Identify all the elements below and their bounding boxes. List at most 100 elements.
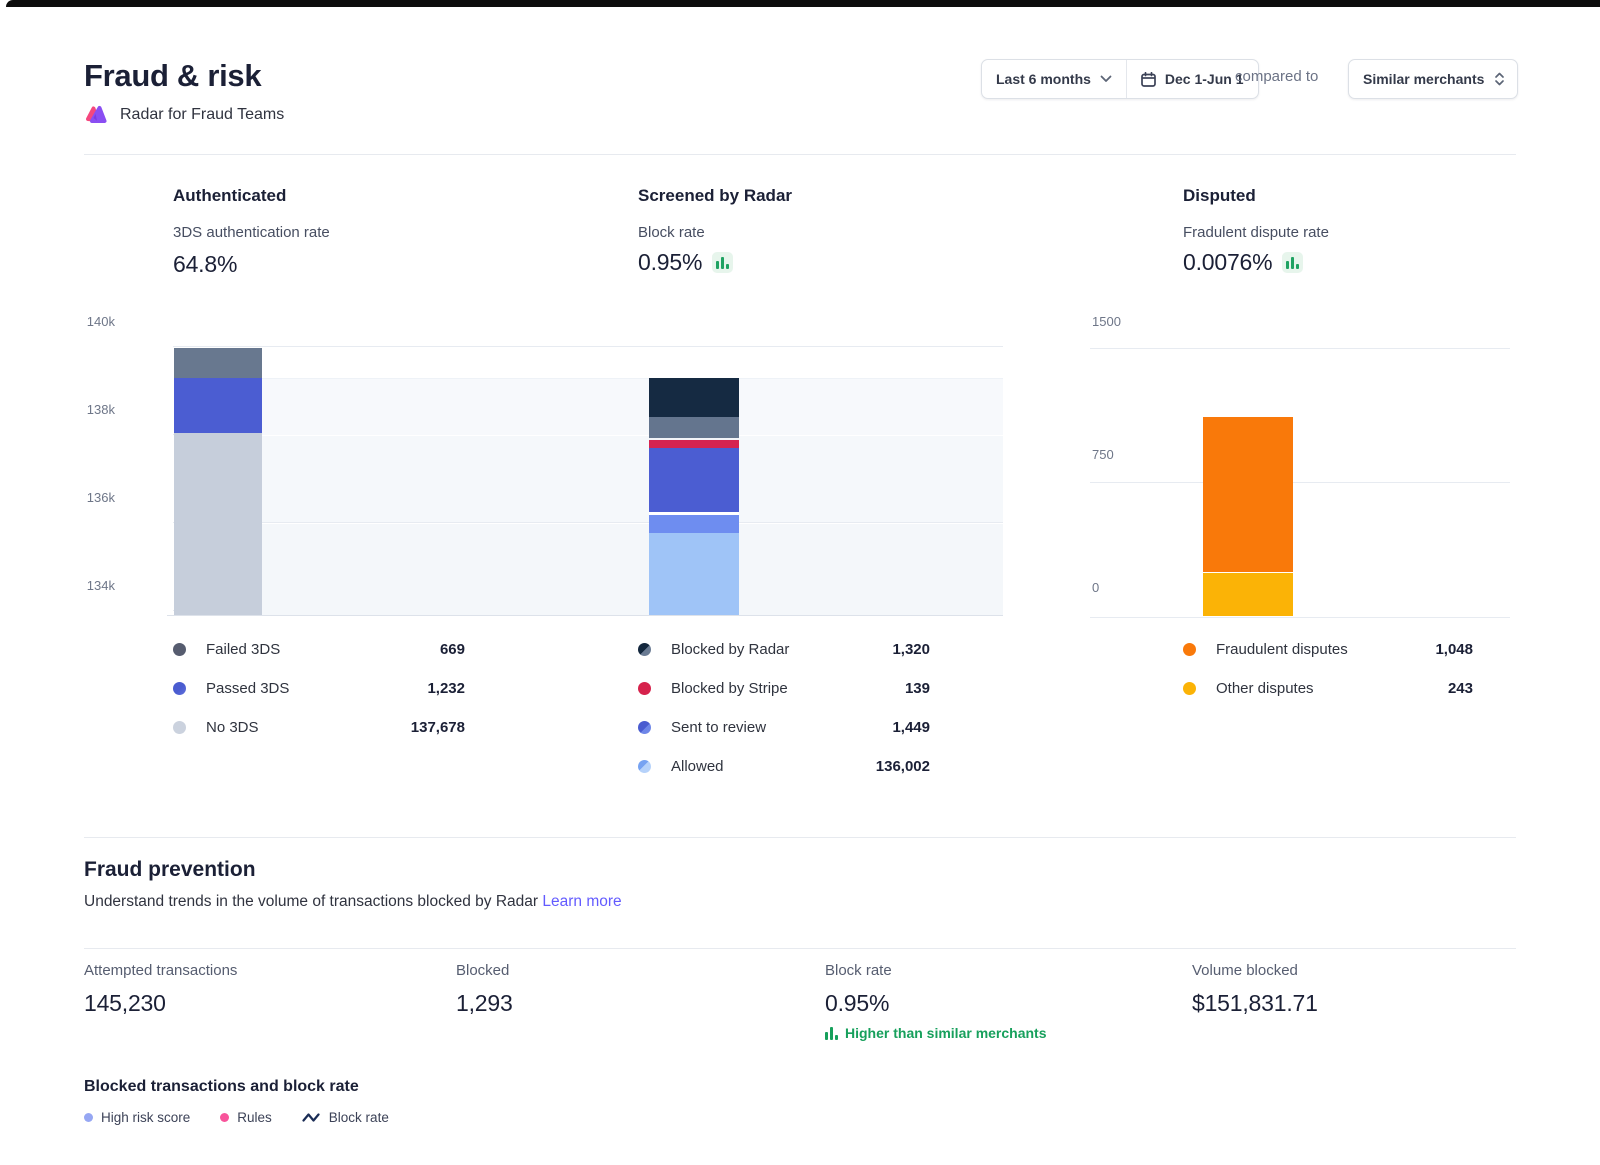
comparison-select[interactable]: Similar merchants	[1348, 59, 1519, 99]
product-name: Radar for Fraud Teams	[120, 106, 285, 123]
legend-label: Block rate	[328, 1110, 389, 1125]
legend-label: Failed 3DS	[206, 641, 281, 658]
legend-item[interactable]: Rules	[220, 1110, 272, 1125]
metric-value-blocked: 1,293	[456, 990, 513, 1016]
legend-disputed: Fraudulent disputes 1,048 Other disputes…	[1183, 637, 1473, 701]
legend-label: Passed 3DS	[206, 680, 290, 697]
metric-value-dispute: 0.0076%	[1183, 249, 1273, 275]
legend-item[interactable]: Other disputes 243	[1183, 676, 1473, 701]
legend-label: No 3DS	[206, 719, 259, 736]
bar-segment-allowed[interactable]	[649, 533, 739, 616]
gridline	[173, 346, 1003, 347]
y-tick: 140k	[86, 314, 115, 329]
legend-label: Fraudulent disputes	[1216, 641, 1348, 658]
bar-segment-blocked-by-stripe[interactable]	[649, 440, 739, 448]
legend-dot-high-risk-score	[84, 1113, 93, 1122]
comparison-band	[261, 524, 1003, 616]
legend-value: 243	[1447, 680, 1473, 697]
comparison-band	[261, 436, 1003, 522]
bar-segment-allowed-overlap[interactable]	[649, 515, 739, 533]
legend-value: 137,678	[410, 719, 465, 736]
section-divider	[84, 837, 1516, 838]
bar-segment-no-3ds[interactable]	[174, 433, 262, 616]
legend-authenticated: Failed 3DS 669 Passed 3DS 1,232 No 3DS 1…	[173, 637, 465, 740]
bar-gap	[649, 438, 739, 440]
date-filter-group: Last 6 months Dec 1-Jun 1	[981, 59, 1259, 99]
legend-label: Blocked by Radar	[671, 641, 790, 658]
bar-segment-passed-3ds[interactable]	[174, 378, 262, 433]
radar-logo-icon	[84, 104, 109, 126]
benchmark-note: Higher than similar merchants	[825, 1025, 1047, 1041]
legend-value: 139	[904, 680, 930, 697]
legend-item[interactable]: High risk score	[84, 1110, 190, 1125]
legend-item[interactable]: Blocked by Radar 1,320	[638, 637, 930, 662]
legend-item[interactable]: No 3DS 137,678	[173, 715, 465, 740]
legend-item[interactable]: Failed 3DS 669	[173, 637, 465, 662]
benchmark-chart-icon[interactable]	[1282, 252, 1304, 273]
metric-label-block-rate: Block rate	[825, 962, 892, 979]
legend-value: 1,048	[1435, 641, 1473, 658]
page-title: Fraud & risk	[84, 58, 262, 93]
benchmark-chart-icon[interactable]	[712, 252, 734, 273]
bottom-chart-title: Blocked transactions and block rate	[84, 1078, 359, 1095]
product-row: Radar for Fraud Teams	[84, 104, 284, 126]
metric-value-3ds: 64.8%	[173, 251, 238, 277]
legend-dot-allowed	[638, 760, 651, 773]
legend-item[interactable]: Sent to review 1,449	[638, 715, 930, 740]
legend-dot-rules	[220, 1113, 230, 1122]
legend-item[interactable]: Blocked by Stripe 139	[638, 676, 930, 701]
section-title-disputed: Disputed	[1183, 186, 1256, 205]
legend-item[interactable]: Passed 3DS 1,232	[173, 676, 465, 701]
bottom-chart-legend: High risk score Rules Block rate	[84, 1110, 389, 1125]
bar-segment-sent-to-review[interactable]	[649, 448, 739, 512]
period-label: Last 6 months	[996, 71, 1091, 87]
metric-row-blockrate: 0.95%	[638, 249, 734, 276]
section-title-screened: Screened by Radar	[638, 186, 793, 205]
bar-segment-failed-3ds[interactable]	[174, 348, 262, 378]
legend-dot-blocked-by-stripe	[638, 682, 651, 695]
benchmark-note-text: Higher than similar merchants	[845, 1025, 1047, 1041]
legend-dot-other-disputes	[1183, 682, 1196, 695]
legend-dot-sent-to-review	[638, 721, 651, 734]
fraud-prevention-heading: Fraud prevention	[84, 858, 256, 881]
gridline	[1090, 482, 1510, 483]
chevron-updown-icon	[1494, 71, 1505, 87]
legend-value: 1,449	[892, 719, 930, 736]
date-range-label: Dec 1-Jun 1	[1164, 71, 1244, 87]
y-tick: 134k	[86, 578, 115, 593]
line-series-icon	[302, 1112, 321, 1123]
legend-item[interactable]: Allowed 136,002	[638, 754, 930, 779]
gridline	[1090, 617, 1510, 618]
chevron-down-icon	[1100, 75, 1112, 83]
legend-screened: Blocked by Radar 1,320 Blocked by Stripe…	[638, 637, 930, 779]
date-range-button[interactable]: Dec 1-Jun 1	[1125, 60, 1258, 98]
bar-segment-other-disputes[interactable]	[1203, 573, 1293, 616]
bar-segment-blocked-overlap[interactable]	[649, 417, 739, 438]
legend-item[interactable]: Block rate	[302, 1110, 389, 1125]
header-divider	[84, 154, 1516, 155]
y-tick: 136k	[86, 490, 115, 505]
window-top-edge	[6, 0, 1600, 7]
compared-to-label: compared to	[1235, 68, 1319, 85]
screened-bar[interactable]	[649, 378, 739, 616]
metric-label-attempted: Attempted transactions	[84, 962, 238, 979]
metric-label-dispute: Fradulent dispute rate	[1183, 224, 1329, 241]
y-tick: 1500	[1092, 314, 1121, 329]
legend-label: High risk score	[101, 1110, 191, 1125]
volume-chart[interactable]	[167, 332, 1003, 616]
legend-item[interactable]: Fraudulent disputes 1,048	[1183, 637, 1473, 662]
metric-value-attempted: 145,230	[84, 990, 166, 1016]
disputed-bar[interactable]	[1203, 417, 1293, 616]
x-axis-baseline	[167, 615, 1003, 616]
legend-dot-no-3ds	[173, 721, 186, 734]
period-dropdown[interactable]: Last 6 months	[982, 60, 1126, 98]
authenticated-bar[interactable]	[174, 348, 262, 616]
y-tick: 0	[1092, 580, 1100, 595]
legend-value: 1,320	[892, 641, 930, 658]
learn-more-link[interactable]: Learn more	[542, 893, 622, 910]
legend-value: 1,232	[427, 680, 465, 697]
legend-label: Blocked by Stripe	[671, 680, 788, 697]
legend-label: Sent to review	[671, 719, 767, 736]
bar-segment-blocked-by-radar[interactable]	[649, 378, 739, 417]
bar-segment-fraudulent-disputes[interactable]	[1203, 417, 1293, 572]
